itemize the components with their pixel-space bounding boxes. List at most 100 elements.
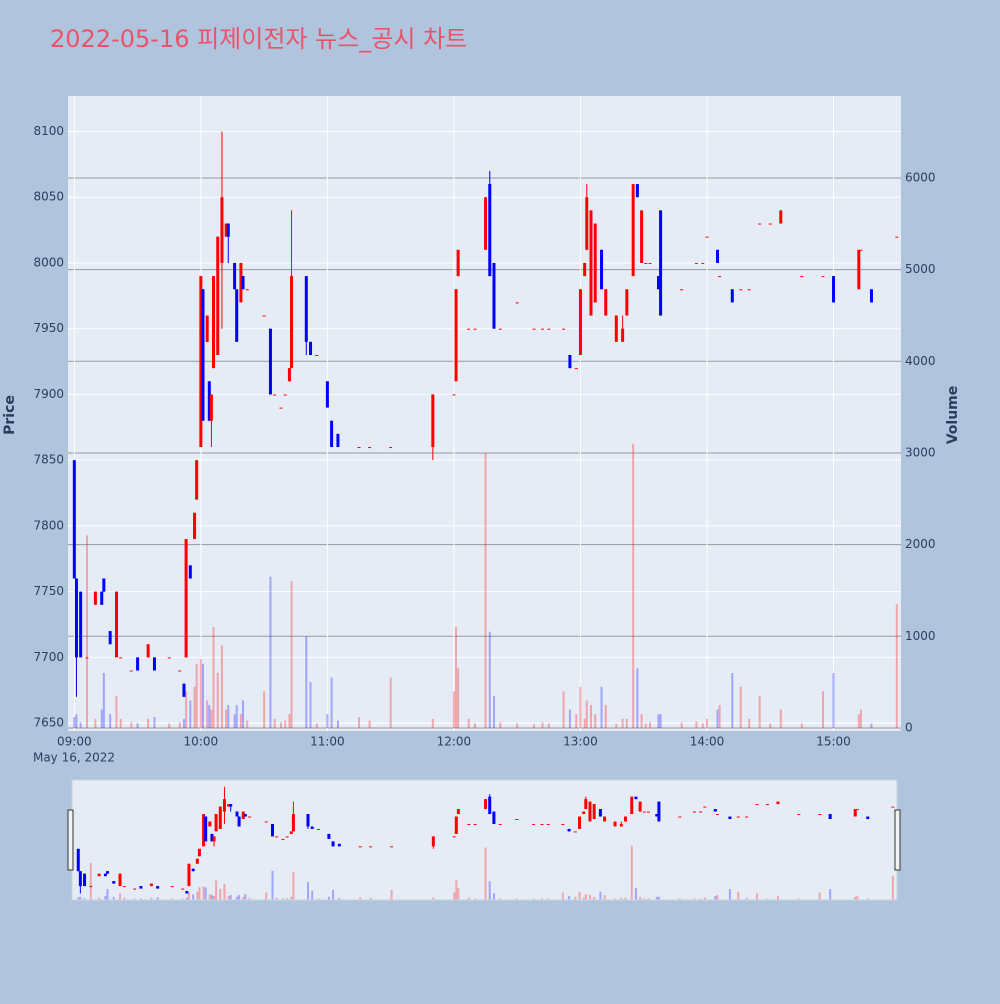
mini-candle-body xyxy=(853,809,857,817)
candle-body xyxy=(583,262,587,277)
mini-candle-body xyxy=(204,816,208,842)
volume-bar xyxy=(769,723,772,728)
volume-bar xyxy=(389,677,392,728)
y-tick-label: 7800 xyxy=(33,518,64,532)
mini-volume-bar xyxy=(119,893,122,900)
candle-body xyxy=(273,394,277,396)
volume-bar xyxy=(604,705,607,728)
volume-bar xyxy=(195,663,198,728)
mini-candle-body xyxy=(122,886,126,888)
range-handle-right[interactable] xyxy=(894,809,901,871)
mini-candle-body xyxy=(715,814,719,816)
volume-bar xyxy=(516,723,519,728)
volume-bar xyxy=(100,709,103,728)
mini-volume-bar xyxy=(171,898,174,900)
mini-candle-body xyxy=(703,806,707,808)
range-handle-left[interactable] xyxy=(67,809,74,871)
volume-bar xyxy=(233,714,236,728)
candle-body xyxy=(245,289,249,291)
mini-volume-bar xyxy=(866,898,869,900)
mini-volume-bar xyxy=(634,888,637,900)
candle-body xyxy=(498,328,502,330)
mini-candle-body xyxy=(275,836,279,838)
mini-candle-body xyxy=(197,848,201,857)
volume-bar xyxy=(368,720,371,728)
candle-body xyxy=(492,262,496,329)
volume-bar xyxy=(305,636,308,728)
mini-candle-body xyxy=(728,816,732,820)
candle-body xyxy=(454,289,458,382)
y2-tick-label: 0 xyxy=(905,720,913,734)
mini-candle-body xyxy=(488,796,492,815)
y-tick-label: 7900 xyxy=(33,387,64,401)
mini-candle-body xyxy=(264,821,268,823)
mini-volume-bar xyxy=(532,898,535,900)
candle-body xyxy=(593,223,597,303)
candle-body xyxy=(585,197,589,250)
volume-bar xyxy=(589,705,592,728)
volume-bar xyxy=(488,631,491,728)
mini-candle-body xyxy=(195,858,199,864)
mini-volume-bar xyxy=(745,897,748,900)
mini-candle-body xyxy=(630,796,634,815)
mini-candle-body xyxy=(646,811,650,813)
mini-candle-body xyxy=(227,804,231,807)
candle-body xyxy=(857,249,861,290)
y-tick-label: 7850 xyxy=(33,453,64,467)
candle-body xyxy=(768,223,772,225)
mini-volume-bar xyxy=(797,898,800,900)
candle-body xyxy=(146,644,150,658)
mini-volume-bar xyxy=(484,847,487,900)
mini-volume-bar xyxy=(620,897,623,900)
mini-candle-body xyxy=(866,816,870,820)
candle-body xyxy=(467,328,471,330)
mini-volume-bar xyxy=(693,898,696,900)
mini-volume-bar xyxy=(639,896,642,900)
candle-body xyxy=(821,276,825,278)
candle-body xyxy=(739,289,743,291)
mini-volume-bar xyxy=(488,881,491,900)
mini-volume-bar xyxy=(311,890,314,900)
mini-volume-bar xyxy=(307,882,310,900)
candle-body xyxy=(621,328,625,342)
candle-body xyxy=(325,381,329,408)
volume-bar xyxy=(284,720,287,728)
mini-volume-bar xyxy=(286,898,289,900)
mini-candle-body xyxy=(291,814,295,832)
volume-bar xyxy=(649,722,652,728)
x-tick-label: 11:00 xyxy=(310,735,345,749)
volume-bar xyxy=(246,720,249,728)
mini-candle-body xyxy=(208,821,212,827)
volume-bar xyxy=(431,718,434,728)
candle-body xyxy=(747,289,751,291)
volume-bar xyxy=(315,723,318,728)
volume-bar xyxy=(208,705,211,728)
candle-body xyxy=(656,276,660,290)
mini-volume-bar xyxy=(603,895,606,900)
mini-volume-bar xyxy=(359,897,362,900)
volume-bar xyxy=(832,672,835,728)
candle-body xyxy=(452,394,456,396)
mini-volume-bar xyxy=(213,895,216,900)
chart-title: 2022-05-16 피제이전자 뉴스_공시 차트 xyxy=(50,25,467,53)
mini-candle-body xyxy=(642,811,646,813)
volume-bar xyxy=(594,714,597,728)
mini-candle-body xyxy=(855,809,859,811)
volume-bar xyxy=(533,724,536,728)
mini-volume-bar xyxy=(332,889,335,900)
candle-body xyxy=(235,289,239,342)
y-tick-label: 7700 xyxy=(33,650,64,664)
mini-volume-bar xyxy=(89,863,92,900)
mini-candle-body xyxy=(473,823,477,825)
candle-body xyxy=(182,683,186,697)
mini-candle-body xyxy=(713,809,717,812)
mini-volume-bar xyxy=(593,896,596,900)
mini-candle-body xyxy=(603,816,607,822)
volume-bar xyxy=(212,627,215,728)
candle-body xyxy=(216,236,220,355)
range-slider[interactable] xyxy=(71,779,898,901)
candle-body xyxy=(357,447,361,449)
candle-body xyxy=(100,591,104,605)
candle-body xyxy=(705,236,709,238)
mini-volume-bar xyxy=(156,897,159,900)
